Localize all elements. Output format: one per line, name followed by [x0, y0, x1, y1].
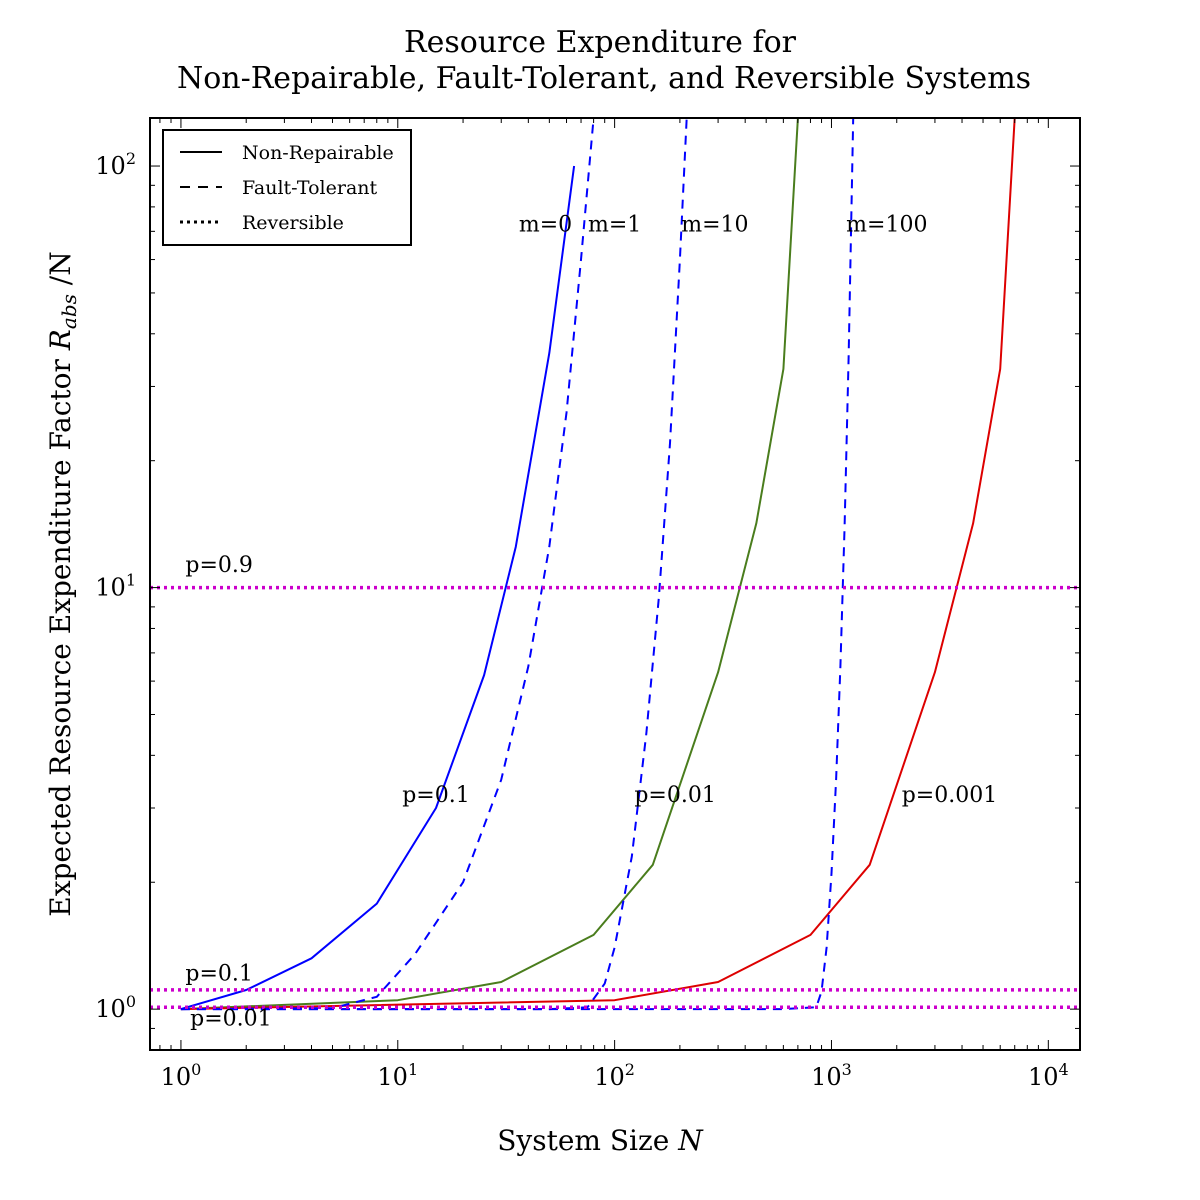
y-tick-label-base: 10: [95, 152, 126, 180]
y-tick-label-exp: 0: [126, 992, 136, 1011]
fault-tolerant-curve-3: [180, 118, 595, 1011]
x-axis-label-text: System Size: [497, 1124, 678, 1157]
x-tick-label-base: 10: [1028, 1063, 1059, 1091]
non-repairable-curve-1: [180, 118, 799, 1011]
legend: Non-Repairable Fault-Tolerant Reversible: [162, 129, 412, 246]
chart-title-line-2: Non-Repairable, Fault-Tolerant, and Reve…: [177, 61, 1031, 96]
x-tick-label-exp: 2: [625, 1060, 635, 1079]
annotation-label: m=1: [588, 212, 641, 237]
chart-title-line-1: Resource Expenditure for: [404, 25, 797, 60]
legend-label-non-repairable: Non-Repairable: [242, 142, 394, 164]
y-tick-label-base: 10: [95, 574, 126, 602]
x-tick-label: 102: [594, 1060, 635, 1091]
y-axis-label: Expected Resource Expenditure Factor Rab…: [44, 251, 81, 917]
annotation-label: m=100: [846, 212, 927, 237]
y-tick-label-exp: 2: [126, 149, 136, 168]
annotation-label: p=0.01: [190, 1006, 272, 1031]
x-tick-label-base: 10: [377, 1063, 408, 1091]
y-axis-label-suffix: /N: [44, 251, 77, 294]
non-repairable-curve-0: [180, 165, 576, 1011]
y-axis-label-text: Expected Resource Expenditure Factor: [44, 350, 77, 917]
y-tick-label: 102: [95, 149, 136, 180]
x-axis-label-var: N: [677, 1124, 704, 1157]
y-tick-label: 101: [95, 571, 136, 602]
x-tick-label: 103: [811, 1060, 852, 1091]
fault-tolerant-curve-4: [180, 118, 688, 1011]
x-tick-label-exp: 0: [191, 1060, 201, 1079]
annotation-label: p=0.9: [185, 553, 253, 578]
x-tick-label-exp: 3: [842, 1060, 852, 1079]
y-tick-label: 100: [95, 992, 136, 1023]
fault-tolerant-curve-5: [180, 118, 855, 1011]
annotation-label: m=10: [681, 212, 748, 237]
x-tick-label-exp: 1: [408, 1060, 418, 1079]
y-axis-label-sub: abs: [57, 294, 81, 329]
annotation-label: p=0.01: [634, 783, 716, 808]
annotation-label: p=0.1: [402, 783, 470, 808]
legend-label-reversible: Reversible: [242, 212, 344, 234]
x-axis-label: System Size N: [497, 1124, 704, 1157]
x-tick-label-base: 10: [161, 1063, 192, 1091]
x-tick-label-base: 10: [594, 1063, 625, 1091]
annotation-label: p=0.1: [185, 961, 253, 986]
x-tick-label: 101: [377, 1060, 418, 1091]
x-tick-label-exp: 4: [1058, 1060, 1068, 1079]
y-axis-label-var: R: [44, 329, 77, 351]
legend-label-fault-tolerant: Fault-Tolerant: [242, 177, 378, 199]
y-tick-label-base: 10: [95, 995, 126, 1023]
y-tick-label-exp: 1: [126, 571, 136, 590]
x-tick-label: 104: [1028, 1060, 1069, 1091]
annotation-label: m=0: [519, 212, 572, 237]
x-tick-label: 100: [161, 1060, 202, 1091]
non-repairable-curve-2: [180, 118, 1016, 1011]
annotation-label: p=0.001: [902, 783, 998, 808]
x-tick-label-base: 10: [811, 1063, 842, 1091]
